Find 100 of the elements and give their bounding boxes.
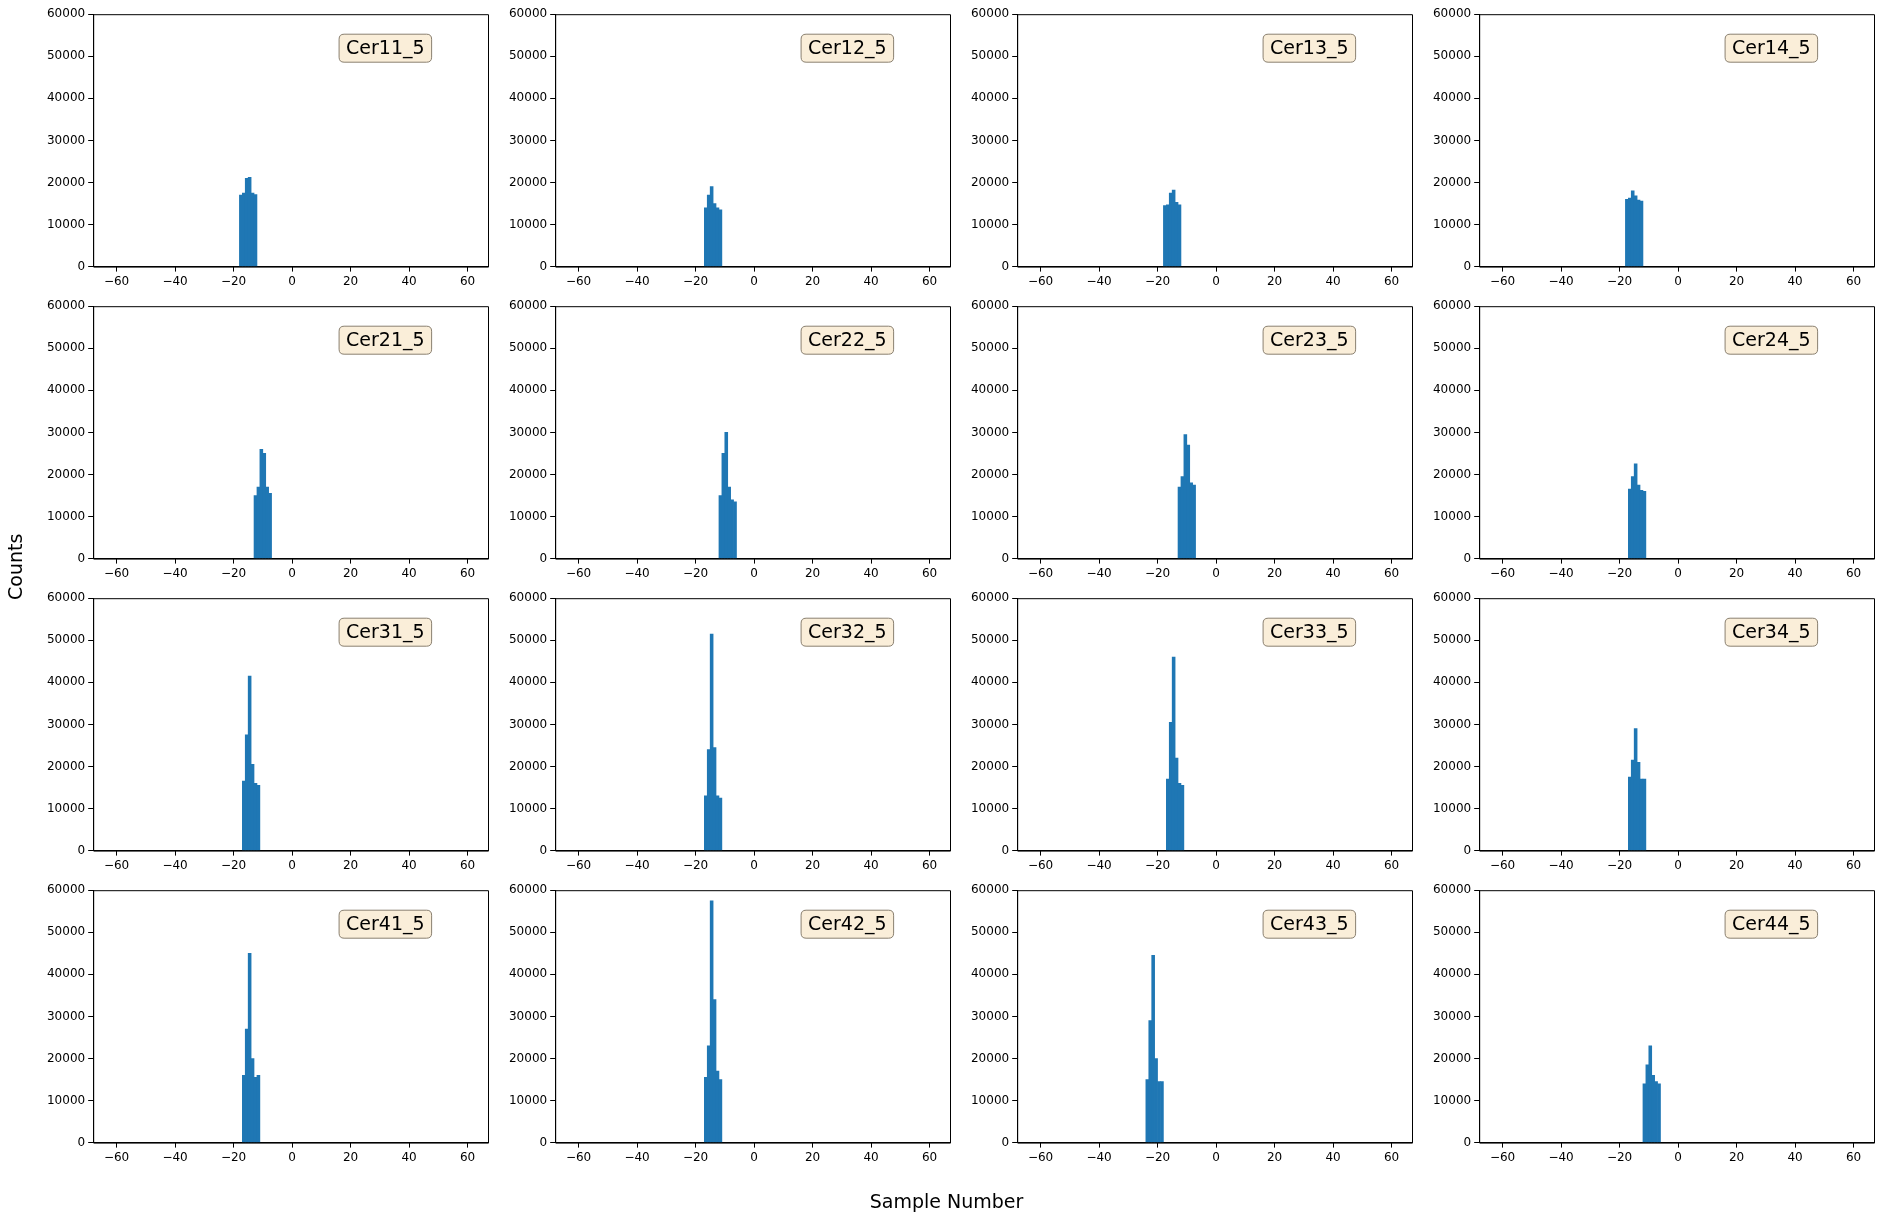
y-tick-label: 40000 xyxy=(1432,382,1472,397)
annotation: Cer23_5 xyxy=(1270,328,1349,352)
y-tick-label: 50000 xyxy=(970,340,1010,355)
x-tick-label: −40 xyxy=(1086,1149,1112,1164)
x-tick-label: 20 xyxy=(804,1149,821,1164)
x-tick-label: −20 xyxy=(1144,565,1171,580)
x-tick-label: −60 xyxy=(1027,565,1054,580)
x-tick-label: 20 xyxy=(1728,273,1745,288)
x-tick-label: 0 xyxy=(288,857,296,872)
y-tick-label: 30000 xyxy=(508,132,548,147)
y-tick-label: 50000 xyxy=(970,632,1010,647)
x-tick-label: 0 xyxy=(288,1149,296,1164)
y-tick-label: 40000 xyxy=(508,382,548,397)
y-tick-label: 10000 xyxy=(508,508,548,523)
x-tick-label: −40 xyxy=(624,857,650,872)
y-tick-label: 0 xyxy=(77,258,86,273)
annotation: Cer11_5 xyxy=(346,36,425,60)
y-tick-label: 40000 xyxy=(46,90,86,105)
y-tick-label: 30000 xyxy=(970,424,1010,439)
x-tick-label: 20 xyxy=(342,565,359,580)
y-tick-label: 10000 xyxy=(508,216,548,231)
y-tick-label: 0 xyxy=(1001,550,1010,565)
y-tick-label: 40000 xyxy=(46,674,86,689)
y-tick-label: 60000 xyxy=(508,298,548,313)
x-tick-label: 0 xyxy=(1674,1149,1682,1164)
y-tick-label: 10000 xyxy=(508,800,548,815)
x-tick-label: 40 xyxy=(863,565,879,580)
annotation: Cer21_5 xyxy=(346,328,425,352)
y-tick-label: 30000 xyxy=(970,132,1010,147)
annotation: Cer34_5 xyxy=(1732,620,1811,644)
y-tick-label: 50000 xyxy=(46,340,86,355)
y-tick-label: 20000 xyxy=(46,466,86,481)
y-tick-label: 0 xyxy=(77,550,86,565)
x-tick-label: 60 xyxy=(921,273,938,288)
x-tick-label: 60 xyxy=(459,273,476,288)
y-tick-label: 50000 xyxy=(46,48,86,63)
x-tick-label: −60 xyxy=(103,565,130,580)
y-tick-label: 10000 xyxy=(1432,508,1472,523)
annotation: Cer33_5 xyxy=(1270,620,1349,644)
x-tick-label: 0 xyxy=(750,857,758,872)
x-tick-label: 20 xyxy=(342,273,359,288)
y-tick-label: 0 xyxy=(539,550,548,565)
x-tick-label: 40 xyxy=(1787,273,1803,288)
x-tick-label: 20 xyxy=(1728,565,1745,580)
y-tick-label: 50000 xyxy=(970,48,1010,63)
y-tick-label: 30000 xyxy=(508,1008,548,1023)
x-tick-label: 20 xyxy=(1728,857,1745,872)
y-tick-label: 0 xyxy=(539,1134,548,1149)
y-tick-label: 10000 xyxy=(1432,1092,1472,1107)
y-tick-label: 60000 xyxy=(970,6,1010,21)
x-tick-label: 0 xyxy=(1212,1149,1220,1164)
y-tick-label: 60000 xyxy=(46,298,86,313)
x-tick-label: −40 xyxy=(1086,273,1112,288)
x-tick-label: −40 xyxy=(162,1149,188,1164)
y-tick-label: 20000 xyxy=(46,1050,86,1065)
annotation: Cer22_5 xyxy=(808,328,887,352)
y-tick-label: 60000 xyxy=(1432,298,1472,313)
annotation: Cer44_5 xyxy=(1732,912,1811,936)
y-tick-label: 30000 xyxy=(508,716,548,731)
annotation: Cer24_5 xyxy=(1732,328,1811,352)
annotation: Cer32_5 xyxy=(808,620,887,644)
y-tick-label: 40000 xyxy=(970,966,1010,981)
x-tick-label: −60 xyxy=(1027,857,1054,872)
y-tick-label: 20000 xyxy=(1432,758,1472,773)
y-tick-label: 40000 xyxy=(46,382,86,397)
x-tick-label: 40 xyxy=(401,565,417,580)
x-tick-label: 20 xyxy=(1266,1149,1283,1164)
x-tick-label: −40 xyxy=(162,857,188,872)
x-tick-label: 40 xyxy=(1325,273,1341,288)
x-tick-label: 60 xyxy=(1845,273,1862,288)
x-tick-label: 40 xyxy=(1787,565,1803,580)
x-tick-label: −40 xyxy=(1548,1149,1574,1164)
x-tick-label: 20 xyxy=(804,857,821,872)
y-tick-label: 10000 xyxy=(46,508,86,523)
y-axis-title: Counts xyxy=(4,533,26,600)
y-tick-label: 0 xyxy=(1463,258,1472,273)
y-tick-label: 20000 xyxy=(508,758,548,773)
y-tick-label: 10000 xyxy=(46,800,86,815)
y-tick-label: 0 xyxy=(1001,1134,1010,1149)
x-tick-label: 40 xyxy=(863,857,879,872)
x-tick-label: 0 xyxy=(1674,273,1682,288)
y-tick-label: 40000 xyxy=(508,966,548,981)
y-tick-label: 30000 xyxy=(46,1008,86,1023)
x-tick-label: 60 xyxy=(459,857,476,872)
y-tick-label: 30000 xyxy=(1432,716,1472,731)
y-tick-label: 40000 xyxy=(1432,90,1472,105)
x-tick-label: −40 xyxy=(1548,565,1574,580)
x-tick-label: 20 xyxy=(342,1149,359,1164)
x-tick-label: 0 xyxy=(288,273,296,288)
x-tick-label: −60 xyxy=(565,857,592,872)
x-tick-label: −60 xyxy=(1489,565,1516,580)
x-tick-label: 40 xyxy=(863,273,879,288)
y-tick-label: 50000 xyxy=(508,924,548,939)
y-tick-label: 30000 xyxy=(1432,132,1472,147)
x-tick-label: −20 xyxy=(1144,857,1171,872)
x-tick-label: −20 xyxy=(1144,1149,1171,1164)
y-tick-label: 10000 xyxy=(1432,216,1472,231)
y-tick-label: 40000 xyxy=(508,90,548,105)
y-tick-label: 50000 xyxy=(508,632,548,647)
x-tick-label: 0 xyxy=(750,565,758,580)
